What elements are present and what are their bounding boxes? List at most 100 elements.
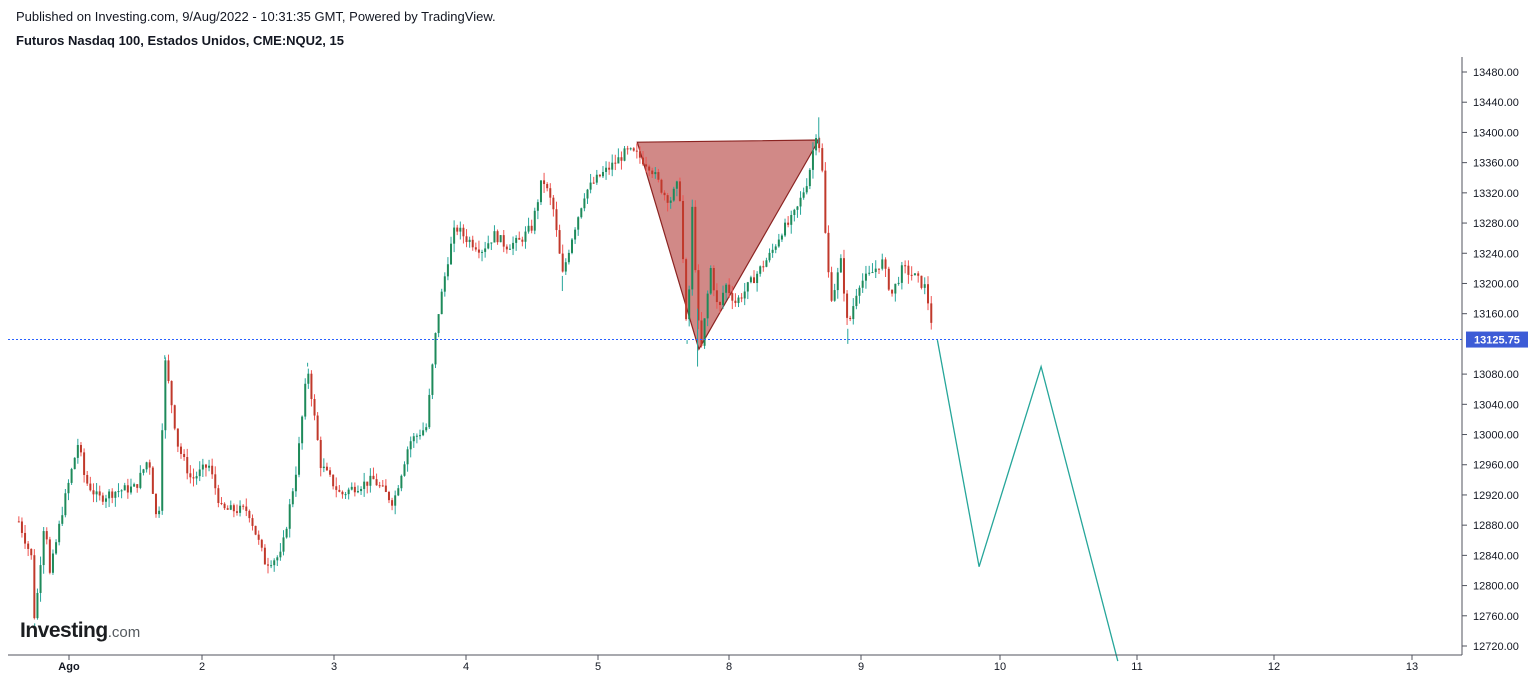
candle-body [208,465,211,468]
candle-body [142,469,145,473]
price-label-layer: 13125.75 [1466,331,1528,348]
candle [220,497,223,506]
candle-body [20,521,23,533]
candle-body [558,230,561,254]
candle-body [552,197,555,210]
candle-body [79,444,82,453]
candle [313,394,316,421]
candle [512,236,515,256]
candle-body [471,239,474,248]
candle-body [129,486,132,493]
candle [217,484,220,508]
candle [86,470,89,486]
candle-body [36,592,39,619]
candle-body [179,446,182,454]
y-tick-label: 13320.00 [1473,188,1519,200]
candle-body [406,449,409,465]
candle-body [574,229,577,240]
candle-body [849,317,852,320]
candle [481,249,484,262]
y-axis-ticks: 13480.00 13440.00 13400.00 13360.00 13320.00… [1462,67,1519,653]
candle-body [126,485,129,493]
candle-body [614,162,617,164]
candle-body [645,164,648,167]
candle-body [675,181,678,189]
candle [167,354,170,384]
investing-logo: Investing.com [20,619,140,643]
candle [871,263,874,274]
candle-body [201,464,204,470]
candle [214,466,217,495]
candle-body [518,237,521,240]
candle-body [273,560,276,566]
candle [129,478,132,495]
candle [226,505,229,510]
candle-body [186,457,189,474]
candle-body [440,291,443,315]
candle [397,485,400,497]
candle-body [434,333,437,365]
candle-body [418,435,421,437]
candle-body [827,232,830,273]
candle-body [223,503,226,509]
candle [608,161,611,175]
candle [759,265,762,277]
candle [325,462,328,472]
candle-body [505,246,508,250]
candle-body [120,490,123,492]
candle-body [276,557,279,561]
candle [101,492,104,505]
candle [682,195,685,264]
candle-body [322,466,325,469]
candle [273,558,276,572]
candle [484,241,487,258]
candle-body [722,292,725,306]
candle [133,482,136,487]
candle-body [481,251,484,253]
candle [391,497,394,511]
candle-body [381,485,384,487]
candle [322,458,325,473]
candle [605,161,608,180]
candle [799,191,802,215]
candle-body [833,290,836,301]
candle-body [864,273,867,281]
candle [836,267,839,299]
candle [360,486,363,495]
candle [319,436,322,477]
candle-body [325,466,328,471]
candle-body [474,247,477,250]
candle [33,549,36,620]
candle-body [114,491,117,498]
candle [42,527,45,574]
candle [796,205,799,218]
candle-body [161,430,164,511]
y-tick-label: 13040.00 [1473,399,1519,411]
candle-body [638,151,641,158]
candle-body [307,373,310,384]
candle [148,459,151,475]
candle [276,555,279,567]
candle [706,290,709,327]
candle-body [468,239,471,243]
candle [400,474,403,492]
logo-suffix: .com [107,624,141,641]
candle [765,257,768,268]
candle [821,143,824,173]
candle [920,275,923,290]
candle-body [536,202,539,211]
candle [740,293,743,303]
candle [267,557,269,574]
candle-body [824,170,827,233]
candle-body [139,472,142,488]
candle [842,249,845,302]
x-tick-label: 3 [331,661,337,673]
candle [248,509,251,523]
candle [490,242,493,251]
candle [734,293,737,307]
candle-body [55,542,58,554]
candle-body [496,231,499,243]
candle-body [387,491,390,501]
candle-body [913,273,916,276]
